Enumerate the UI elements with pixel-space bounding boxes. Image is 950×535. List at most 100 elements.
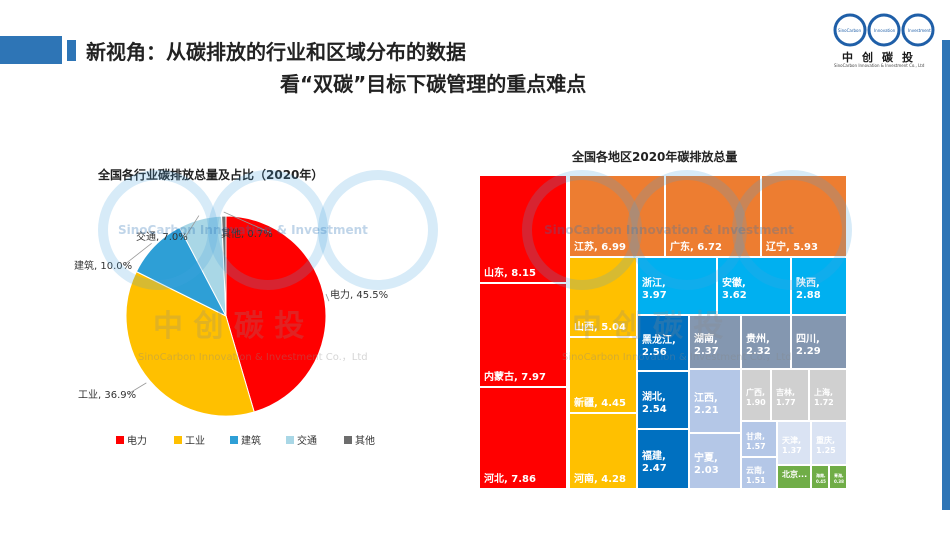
treemap-cell-山西: [570, 258, 636, 336]
pie-data-label: 其他, 0.7%: [221, 227, 273, 240]
treemap-cell-江西: [690, 370, 740, 432]
treemap-cell-上海: [810, 370, 846, 420]
legend-swatch: [286, 436, 294, 444]
pie-slice-4: [221, 215, 227, 317]
industry-pie-chart: 电力, 45.5% 工业, 36.9% 建筑, 10.0% 交通, 7.0% 其他, 0…: [74, 211, 388, 447]
treemap-cell-宁夏: [690, 434, 740, 488]
pie-leader-line: [223, 211, 272, 234]
treemap-cell-天津: [778, 422, 810, 464]
treemap-value: 2.29: [796, 346, 821, 357]
pie-data-label: 交通, 7.0%: [136, 230, 188, 243]
treemap-value: 1.77: [776, 398, 796, 407]
pie-slice-0: [225, 215, 327, 413]
treemap-cell-重庆: [812, 422, 846, 464]
legend-label: 工业: [185, 435, 205, 447]
treemap-value: 2.56: [642, 347, 667, 358]
treemap-cell-陕西: [792, 258, 846, 314]
treemap-value: 0.45: [816, 479, 826, 484]
treemap-cell-湖北: [638, 372, 688, 428]
treemap-label: 四川,: [796, 333, 820, 345]
treemap-value: 1.37: [782, 446, 802, 455]
legend-label: 其他: [355, 434, 375, 447]
legend-swatch: [230, 436, 238, 444]
treemap-cell-江苏: [570, 176, 664, 256]
treemap-value: 2.32: [746, 346, 771, 357]
treemap-label: 江苏, 6.99: [574, 240, 626, 253]
treemap-value: 1.57: [746, 442, 766, 451]
treemap-value: 2.37: [694, 346, 719, 357]
logo-name-cn: 中创碳投: [842, 51, 922, 64]
treemap-cell-贵州: [742, 316, 790, 368]
treemap-label: 广西,: [746, 387, 765, 397]
treemap-value: 1.51: [746, 476, 766, 485]
pie-leader-line: [123, 243, 152, 266]
legend-swatch: [174, 436, 182, 444]
treemap-cell-湖南: [690, 316, 740, 368]
treemap-label: 浙江,: [642, 276, 666, 289]
treemap-cell-辽宁: [762, 176, 846, 256]
treemap-value: 2.88: [796, 290, 821, 301]
treemap-cell-广东: [666, 176, 760, 256]
treemap-value: 3.62: [722, 290, 747, 301]
treemap-label: 吉林,: [776, 387, 795, 397]
treemap-label: 贵州,: [746, 332, 770, 345]
treemap-cell-甘肃: [742, 422, 776, 456]
treemap-cell-福建: [638, 430, 688, 488]
logo-ring-label: SinoCarbon: [838, 28, 862, 33]
treemap-cell-河北: [480, 388, 566, 488]
company-logo: SinoCarbon Innovation Investment 中创碳投 Si…: [828, 12, 940, 70]
page-title-line2: 看“双碳”目标下碳管理的重点难点: [280, 72, 587, 96]
legend-swatch: [344, 436, 352, 444]
treemap-value: 1.25: [816, 446, 836, 455]
logo-name-en: SinoCarbon Innovation & Investment Co., …: [834, 63, 925, 68]
pie-slice-1: [125, 270, 255, 417]
treemap-label: 山东, 8.15: [484, 266, 536, 279]
treemap-label: 北京...: [782, 469, 807, 479]
treemap-value: 2.54: [642, 404, 667, 415]
treemap-label: 湖南,: [694, 332, 718, 345]
treemap-value: 2.03: [694, 465, 719, 476]
header-accent-bar: [0, 36, 62, 64]
treemap-label: 宁夏,: [694, 451, 718, 464]
treemap-value: 2.21: [694, 405, 719, 416]
treemap-label: 福建,: [641, 449, 666, 462]
treemap-label: 广东, 6.72: [670, 240, 722, 253]
pie-chart-title: 全国各行业碳排放总量及占比（2020年）: [98, 168, 324, 182]
treemap-label: 江西,: [694, 391, 718, 404]
treemap-cell-青海: [830, 466, 846, 488]
treemap-cell-安徽: [718, 258, 790, 314]
pie-leader-line: [127, 382, 147, 395]
treemap-label: 安徽,: [722, 276, 746, 289]
treemap-value: 1.90: [746, 398, 766, 407]
treemap-label: 内蒙古, 7.97: [484, 370, 546, 383]
treemap-cell-山东: [480, 176, 566, 282]
treemap-cell-云南: [742, 458, 776, 488]
treemap-cell-吉林: [772, 370, 808, 420]
treemap-label: 甘肃,: [746, 431, 765, 441]
treemap-cell-新疆: [570, 338, 636, 412]
treemap-value: 3.97: [642, 290, 667, 301]
region-treemap-chart: 山东, 8.15 内蒙古, 7.97 河北, 7.86 江苏, 6.99 广东, 6.7…: [480, 176, 846, 488]
pie-data-label: 建筑, 10.0%: [74, 259, 132, 272]
pie-leader-line: [185, 215, 200, 237]
treemap-label: 黑龙江,: [642, 333, 676, 346]
treemap-cell-北京: [778, 466, 810, 488]
treemap-cell-广西: [742, 370, 770, 420]
legend-label: 电力: [127, 434, 147, 447]
treemap-title: 全国各地区2020年碳排放总量: [572, 150, 738, 164]
pie-leader-line: [325, 293, 330, 302]
page-title-line1: 新视角：从碳排放的行业和区域分布的数据: [86, 40, 466, 64]
treemap-label: 湖北,: [642, 390, 666, 403]
treemap-value: 2.47: [642, 463, 667, 474]
legend-label: 建筑: [241, 434, 261, 447]
legend-swatch: [116, 436, 124, 444]
treemap-label: 天津,: [782, 435, 801, 445]
treemap-label: 陕西,: [796, 276, 820, 289]
right-accent-bar: [942, 40, 950, 510]
treemap-label: 重庆,: [816, 435, 835, 445]
treemap-cell-浙江: [638, 258, 716, 314]
treemap-cell-河南: [570, 414, 636, 488]
pie-data-label: 工业, 36.9%: [78, 389, 136, 401]
title-marker: [67, 40, 76, 61]
treemap-value: 0.38: [834, 479, 844, 484]
